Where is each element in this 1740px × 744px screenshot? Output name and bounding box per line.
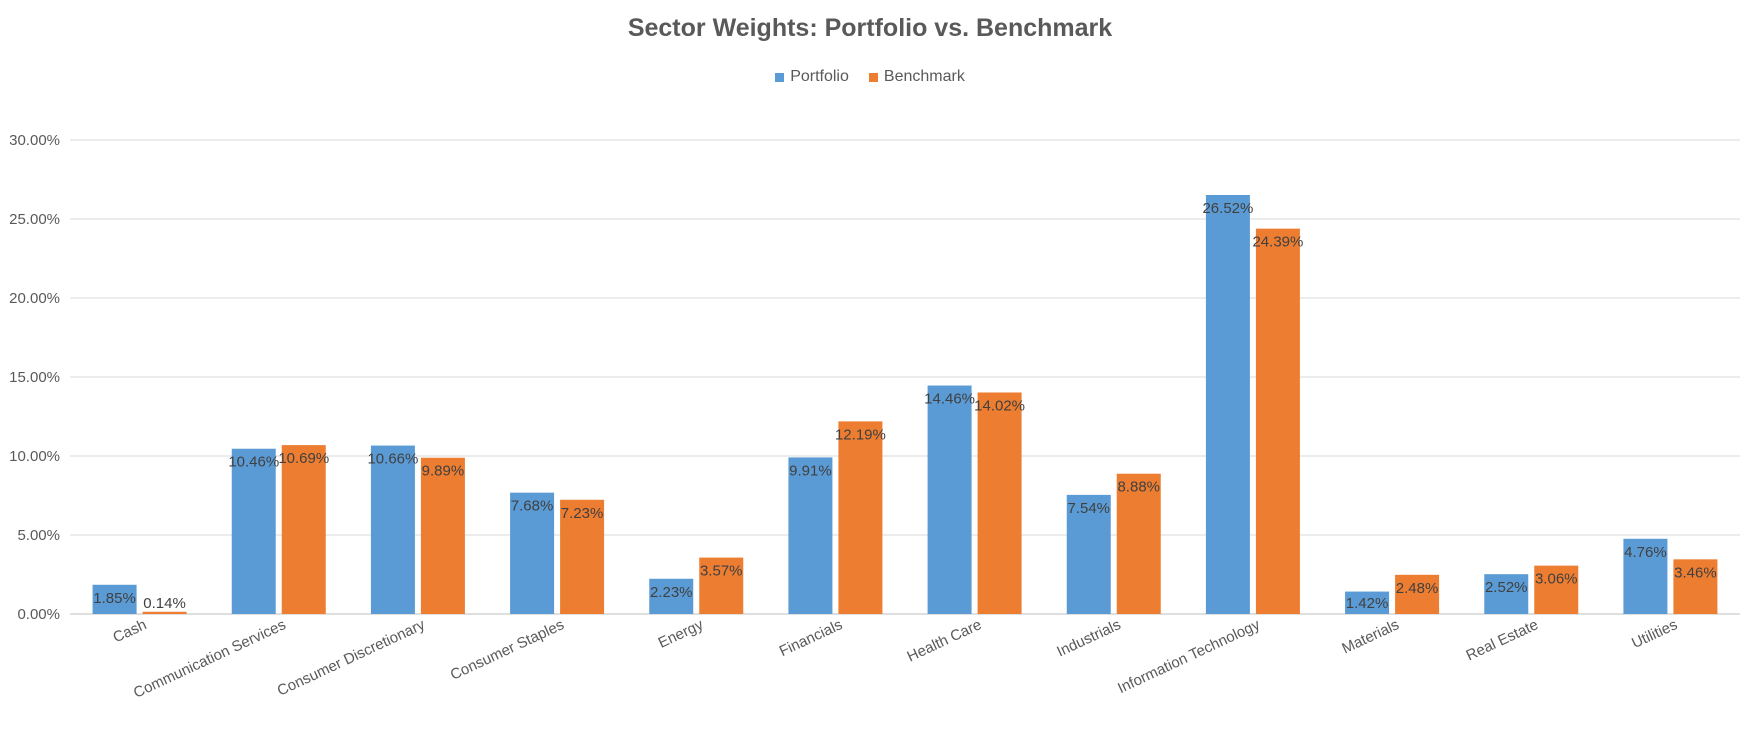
x-tick-label: Materials xyxy=(1339,616,1401,657)
data-label: 7.54% xyxy=(1067,500,1110,517)
bar-portfolio xyxy=(231,448,276,614)
bar-portfolio xyxy=(510,492,555,614)
data-label: 10.66% xyxy=(367,451,418,468)
legend-item-portfolio: Portfolio xyxy=(775,68,849,86)
y-tick-label: 0.00% xyxy=(17,606,60,623)
data-label: 1.85% xyxy=(93,590,136,607)
x-tick-label: Energy xyxy=(656,616,707,652)
data-label: 10.69% xyxy=(278,450,329,467)
y-tick-label: 10.00% xyxy=(9,448,60,465)
bar-portfolio xyxy=(1205,194,1250,614)
data-label: 7.68% xyxy=(511,498,554,515)
data-label: 12.19% xyxy=(835,426,886,443)
legend-item-benchmark: Benchmark xyxy=(868,68,965,86)
bar-portfolio xyxy=(92,584,137,614)
bar-benchmark xyxy=(977,392,1022,614)
data-label: 2.23% xyxy=(650,584,693,601)
bar-benchmark xyxy=(1673,559,1718,614)
data-label: 4.76% xyxy=(1624,544,1667,561)
bar-benchmark xyxy=(1395,574,1440,614)
bar-portfolio xyxy=(1623,538,1668,614)
bar-benchmark xyxy=(699,557,744,614)
bar-benchmark xyxy=(420,457,465,614)
data-label: 3.46% xyxy=(1674,564,1717,581)
y-tick-label: 15.00% xyxy=(9,369,60,386)
bar-benchmark xyxy=(281,445,326,614)
data-label: 2.48% xyxy=(1396,580,1439,597)
bar-benchmark xyxy=(1534,565,1579,614)
x-tick-label: Communication Services xyxy=(131,616,289,702)
y-tick-label: 20.00% xyxy=(9,290,60,307)
x-tick-label: Utilities xyxy=(1629,616,1680,652)
legend-swatch-portfolio xyxy=(775,72,785,82)
data-label: 7.23% xyxy=(561,505,604,522)
x-tick-label: Real Estate xyxy=(1463,616,1540,664)
x-tick-label: Consumer Staples xyxy=(448,616,567,684)
chart-title: Sector Weights: Portfolio vs. Benchmark xyxy=(627,14,1113,42)
y-tick-label: 25.00% xyxy=(9,211,60,228)
y-tick-label: 30.00% xyxy=(9,132,60,149)
data-label: 2.52% xyxy=(1485,579,1528,596)
bar-portfolio xyxy=(649,578,694,614)
bar-portfolio xyxy=(1484,574,1529,614)
bar-benchmark xyxy=(560,499,605,614)
legend-swatch-benchmark xyxy=(868,72,878,82)
bar-benchmark xyxy=(1116,473,1161,614)
legend-label-benchmark: Benchmark xyxy=(883,68,965,85)
bar-portfolio xyxy=(370,445,415,614)
x-tick-label: Consumer Discretionary xyxy=(275,616,428,700)
bar-benchmark xyxy=(838,421,883,614)
x-tick-label: Information Technology xyxy=(1115,616,1263,697)
data-label: 3.06% xyxy=(1535,571,1578,588)
data-label: 10.46% xyxy=(228,454,279,471)
x-tick-label: Industrials xyxy=(1054,616,1123,660)
x-tick-label: Financials xyxy=(777,616,845,660)
bar-portfolio xyxy=(927,385,972,614)
x-tick-label: Health Care xyxy=(905,616,985,665)
bar-portfolio xyxy=(1345,591,1390,614)
bar-benchmark xyxy=(142,611,187,614)
bar-portfolio xyxy=(1066,494,1111,614)
data-label: 26.52% xyxy=(1202,200,1253,217)
data-label: 8.88% xyxy=(1117,479,1160,496)
legend-label-portfolio: Portfolio xyxy=(790,68,849,85)
data-label: 9.91% xyxy=(789,462,832,479)
data-label: 9.89% xyxy=(422,463,465,480)
y-tick-label: 5.00% xyxy=(17,527,60,544)
data-label: 14.46% xyxy=(924,391,975,408)
bar-benchmark xyxy=(1255,228,1300,614)
data-label: 14.02% xyxy=(974,397,1025,414)
data-label: 24.39% xyxy=(1252,234,1303,251)
x-tick-label: Cash xyxy=(110,616,149,646)
data-label: 1.42% xyxy=(1346,595,1389,612)
data-label: 0.14% xyxy=(143,595,186,612)
bar-portfolio xyxy=(788,457,833,614)
legend: Portfolio Benchmark xyxy=(0,68,1740,86)
data-label: 3.57% xyxy=(700,563,743,580)
